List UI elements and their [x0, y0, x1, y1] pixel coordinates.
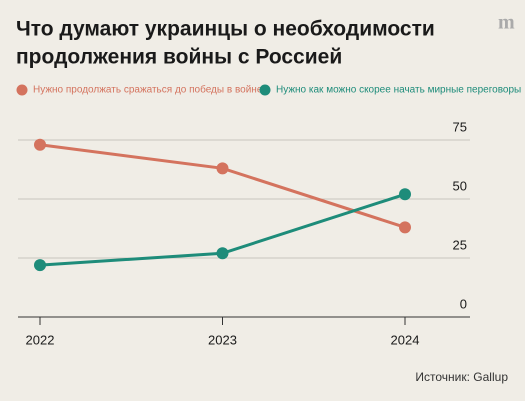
point: [216, 247, 229, 260]
legend-marker: [259, 84, 271, 96]
y-tick-label: 0: [460, 296, 467, 311]
point: [34, 259, 46, 272]
y-tick-label: 50: [453, 178, 467, 193]
x-tick-label: 2024: [391, 332, 420, 347]
y-tick-label: 25: [453, 237, 467, 252]
point: [399, 221, 411, 234]
logo: m: [498, 12, 515, 34]
point: [216, 162, 229, 175]
point: [399, 188, 411, 201]
x-tick-label: 2023: [208, 332, 237, 347]
series-line: [39, 143, 406, 229]
legend-marker: [16, 84, 28, 96]
chart-title: продолжения войны с Россией: [16, 46, 342, 69]
source: Источник: Gallup: [415, 370, 508, 384]
x-tick-label: 2022: [26, 332, 55, 347]
point: [34, 138, 46, 151]
legend-label: Нужно продолжать сражаться до победы в в…: [33, 84, 263, 96]
y-tick-label: 75: [453, 119, 467, 134]
legend-label: Нужно как можно скорее начать мирные пер…: [276, 85, 521, 96]
chart-title: Что думают украинцы о необходимости: [16, 18, 435, 41]
